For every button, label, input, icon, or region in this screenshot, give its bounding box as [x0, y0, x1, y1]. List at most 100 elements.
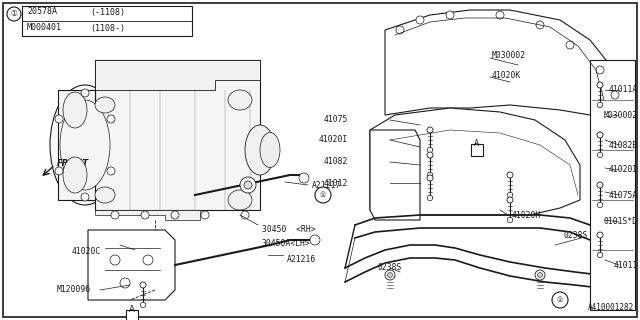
- Circle shape: [140, 282, 146, 288]
- Polygon shape: [385, 10, 620, 115]
- Circle shape: [597, 132, 603, 138]
- Text: A: A: [129, 306, 135, 315]
- Ellipse shape: [63, 157, 87, 193]
- Text: 0101S*D: 0101S*D: [604, 218, 638, 227]
- Bar: [22, 6, 192, 36]
- Text: A410001282: A410001282: [588, 303, 634, 312]
- Circle shape: [538, 273, 543, 277]
- Text: M120096: M120096: [57, 285, 91, 294]
- Circle shape: [597, 102, 603, 108]
- Text: 30450A<LH>: 30450A<LH>: [262, 238, 311, 247]
- Text: 41020I: 41020I: [609, 165, 638, 174]
- Text: A21217: A21217: [312, 180, 341, 189]
- Circle shape: [7, 7, 21, 21]
- Circle shape: [427, 127, 433, 133]
- Text: ①: ①: [320, 192, 326, 198]
- Circle shape: [143, 255, 153, 265]
- Circle shape: [611, 91, 619, 99]
- Text: 41011A: 41011A: [609, 85, 638, 94]
- Text: 30450  <RH>: 30450 <RH>: [262, 226, 316, 235]
- Text: (-1108): (-1108): [90, 7, 125, 17]
- Text: (1108-): (1108-): [90, 23, 125, 33]
- Circle shape: [55, 115, 63, 123]
- Circle shape: [597, 202, 603, 208]
- Circle shape: [244, 181, 252, 189]
- Circle shape: [535, 270, 545, 280]
- Circle shape: [201, 211, 209, 219]
- Circle shape: [427, 175, 433, 181]
- Ellipse shape: [245, 125, 275, 175]
- Polygon shape: [88, 230, 175, 300]
- Circle shape: [566, 41, 574, 49]
- Text: 41075A: 41075A: [609, 190, 638, 199]
- Circle shape: [428, 172, 433, 178]
- Circle shape: [536, 21, 544, 29]
- Circle shape: [107, 115, 115, 123]
- Circle shape: [171, 211, 179, 219]
- Polygon shape: [95, 210, 200, 220]
- Bar: [126, 310, 138, 320]
- Text: 41012: 41012: [324, 179, 348, 188]
- Circle shape: [140, 302, 146, 308]
- Text: 0238S: 0238S: [564, 230, 588, 239]
- Text: 41075: 41075: [324, 116, 348, 124]
- Circle shape: [387, 273, 392, 277]
- Polygon shape: [58, 90, 95, 200]
- Ellipse shape: [95, 187, 115, 203]
- Ellipse shape: [228, 90, 252, 110]
- Circle shape: [241, 211, 249, 219]
- Text: ①: ①: [11, 10, 17, 19]
- Circle shape: [110, 255, 120, 265]
- Circle shape: [446, 11, 454, 19]
- Ellipse shape: [60, 100, 110, 190]
- FancyBboxPatch shape: [95, 60, 260, 210]
- Circle shape: [120, 278, 130, 288]
- Text: M030002: M030002: [492, 51, 526, 60]
- Circle shape: [597, 152, 603, 158]
- Ellipse shape: [260, 132, 280, 167]
- Circle shape: [427, 152, 433, 158]
- Circle shape: [310, 235, 320, 245]
- Polygon shape: [370, 108, 580, 215]
- Circle shape: [597, 182, 603, 188]
- Text: 41020C: 41020C: [72, 247, 101, 257]
- Circle shape: [552, 292, 568, 308]
- Circle shape: [315, 187, 331, 203]
- Circle shape: [428, 147, 433, 153]
- Circle shape: [508, 217, 513, 223]
- Circle shape: [81, 89, 89, 97]
- Circle shape: [428, 195, 433, 201]
- Circle shape: [81, 193, 89, 201]
- Circle shape: [416, 16, 424, 24]
- Circle shape: [496, 11, 504, 19]
- Ellipse shape: [228, 190, 252, 210]
- Polygon shape: [370, 130, 420, 220]
- Polygon shape: [590, 60, 635, 310]
- Ellipse shape: [50, 85, 120, 205]
- Text: 20578A: 20578A: [27, 7, 57, 17]
- Bar: [471, 144, 483, 156]
- Circle shape: [385, 270, 395, 280]
- Text: ①: ①: [557, 297, 563, 303]
- Circle shape: [597, 82, 603, 88]
- Circle shape: [597, 232, 603, 238]
- Text: 41011: 41011: [614, 260, 638, 269]
- Circle shape: [597, 252, 603, 258]
- Text: 0238S: 0238S: [377, 263, 401, 273]
- Circle shape: [111, 211, 119, 219]
- Text: 41082: 41082: [324, 157, 348, 166]
- Text: 41020K: 41020K: [492, 70, 521, 79]
- Text: 41082B: 41082B: [609, 140, 638, 149]
- Text: FRONT: FRONT: [57, 158, 89, 167]
- Text: M030002: M030002: [604, 110, 638, 119]
- Circle shape: [107, 167, 115, 175]
- Circle shape: [507, 197, 513, 203]
- Text: A: A: [474, 140, 479, 148]
- Circle shape: [240, 177, 256, 193]
- Circle shape: [396, 26, 404, 34]
- Circle shape: [508, 192, 513, 198]
- Polygon shape: [95, 60, 260, 90]
- Text: 41020H: 41020H: [512, 211, 541, 220]
- Text: A21216: A21216: [287, 255, 316, 265]
- Circle shape: [507, 172, 513, 178]
